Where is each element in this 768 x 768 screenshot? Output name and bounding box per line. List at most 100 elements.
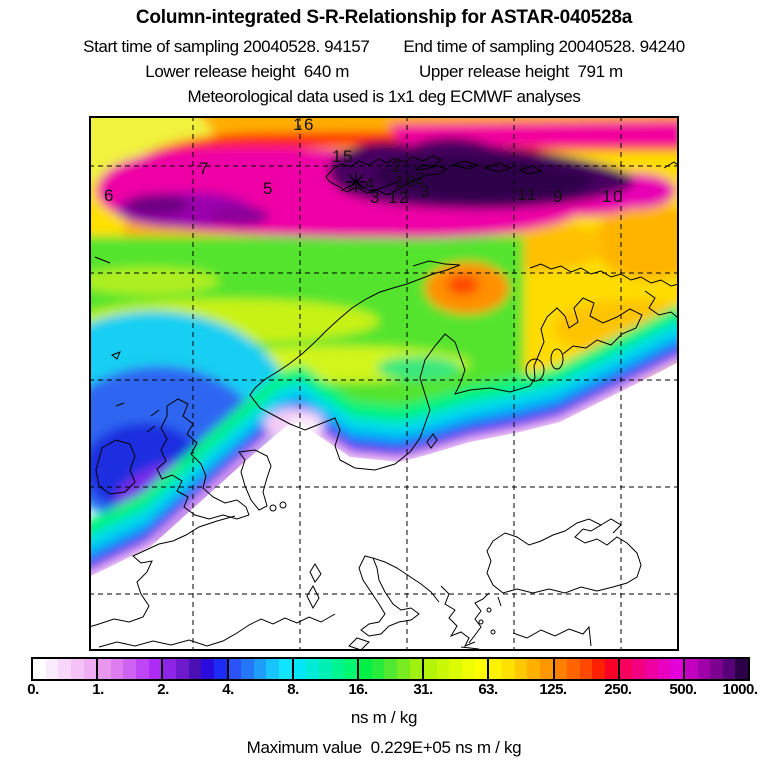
colorbar-step <box>58 659 71 679</box>
colorbar-step <box>697 659 711 679</box>
colorbar-step <box>148 659 162 679</box>
colorbar-step <box>33 659 46 679</box>
colorbar-tick-label: 1000. <box>722 681 758 698</box>
day-label-10: 10 <box>602 187 624 206</box>
release-point-marker <box>346 172 366 192</box>
colorbar-segment <box>356 659 423 679</box>
colorbar-step <box>123 659 137 679</box>
colorbar-step <box>228 659 242 679</box>
colorbar-step <box>266 659 280 679</box>
colorbar-segment <box>617 659 683 679</box>
max-value-label: Maximum value 0.229E+05 ns m / kg <box>246 738 522 757</box>
map-panel: 16 15 7 5 6 4 3 18 2 3 12 2 11 9 10 <box>89 116 679 651</box>
colorbar-step <box>449 659 463 679</box>
colorbar-step <box>396 659 410 679</box>
colorbar-tick-label: 31. <box>413 681 433 698</box>
zero-region <box>89 362 679 651</box>
colorbar-step <box>176 659 189 679</box>
colorbar-step <box>253 659 267 679</box>
colorbar-step <box>567 659 580 679</box>
colorbar-segment <box>291 659 357 679</box>
colorbar <box>31 657 750 681</box>
colorbar-segment <box>161 659 227 679</box>
graticule <box>89 116 679 651</box>
day-label-3: 3 <box>370 188 381 207</box>
concentration-field <box>89 116 679 580</box>
colorbar-step <box>684 659 698 679</box>
colorbar-segment <box>226 659 292 679</box>
colorbar-tick-label: 0. <box>27 681 39 698</box>
upper-release-label: Upper release height 791 m <box>419 62 623 81</box>
colorbar-step <box>657 659 671 679</box>
day-label-5: 5 <box>263 179 274 198</box>
colorbar-step <box>710 659 723 679</box>
sampling-time-row: Start time of sampling 20040528. 94157 E… <box>0 37 768 57</box>
day-label-18: 18 <box>395 172 417 191</box>
colorbar-step <box>83 659 97 679</box>
colorbar-segment <box>422 659 488 679</box>
colorbar-step <box>474 659 488 679</box>
colorbar-tick-label: 8. <box>287 681 299 698</box>
colorbar-segment <box>552 659 618 679</box>
colorbar-step <box>619 659 633 679</box>
colorbar-step <box>722 659 736 679</box>
start-time-label: Start time of sampling 20040528. 94157 <box>83 37 370 56</box>
day-label-4: 4 <box>365 174 376 193</box>
day-label-2: 2 <box>415 169 426 188</box>
day-label-11: 11 <box>517 185 538 204</box>
met-data-label: Meteorological data used is 1x1 deg ECMW… <box>187 87 581 106</box>
colorbar-tick-label: 125. <box>539 681 567 698</box>
colorbar-step <box>409 659 423 679</box>
colorbar-step <box>213 659 227 679</box>
trajectory-lines <box>340 179 402 192</box>
day-label-7: 7 <box>199 159 210 178</box>
colorbar-step <box>98 659 111 679</box>
day-label-16: 16 <box>293 116 315 134</box>
colorbar-tick-label: 63. <box>478 681 498 698</box>
colorbar-step <box>436 659 450 679</box>
colorbar-step <box>110 659 124 679</box>
colorbar-step <box>424 659 437 679</box>
colorbar-step <box>163 659 177 679</box>
day-label-15: 15 <box>332 147 354 166</box>
day-label-3: 3 <box>420 182 431 201</box>
colorbar-step <box>592 659 606 679</box>
colorbar-step <box>462 659 475 679</box>
colorbar-step <box>384 659 397 679</box>
colorbar-step <box>489 659 502 679</box>
colorbar-tick-label: 500. <box>669 681 697 698</box>
end-time-label: End time of sampling 20040528. 94240 <box>403 37 685 56</box>
colorbar-step <box>358 659 372 679</box>
colorbar-step <box>670 659 683 679</box>
colorbar-step <box>201 659 214 679</box>
colorbar-tick-label: 2. <box>157 681 169 698</box>
plot-title: Column-integrated S-R-Relationship for A… <box>135 7 633 28</box>
colorbar-step <box>644 659 658 679</box>
day-label-2: 2 <box>392 157 403 176</box>
colorbar-step <box>579 659 593 679</box>
colorbar-tick-label: 16. <box>348 681 368 698</box>
colorbar-step <box>527 659 540 679</box>
colorbar-step <box>331 659 345 679</box>
coastlines <box>89 155 679 651</box>
colorbar-step <box>70 659 84 679</box>
colorbar-step <box>306 659 320 679</box>
day-label-12: 12 <box>388 188 410 207</box>
colorbar-unit-label: ns m / kg <box>350 708 418 727</box>
release-height-row: Lower release height 640 m Upper release… <box>0 62 768 82</box>
day-label-6: 6 <box>104 186 115 205</box>
colorbar-step <box>241 659 254 679</box>
colorbar-step <box>293 659 307 679</box>
colorbar-step <box>136 659 149 679</box>
colorbar-step <box>632 659 645 679</box>
colorbar-segment <box>33 659 97 679</box>
colorbar-step <box>371 659 385 679</box>
colorbar-segment <box>96 659 162 679</box>
colorbar-step <box>539 659 553 679</box>
colorbar-tick-label: 250. <box>604 681 632 698</box>
colorbar-segment <box>682 659 749 679</box>
colorbar-step <box>344 659 357 679</box>
